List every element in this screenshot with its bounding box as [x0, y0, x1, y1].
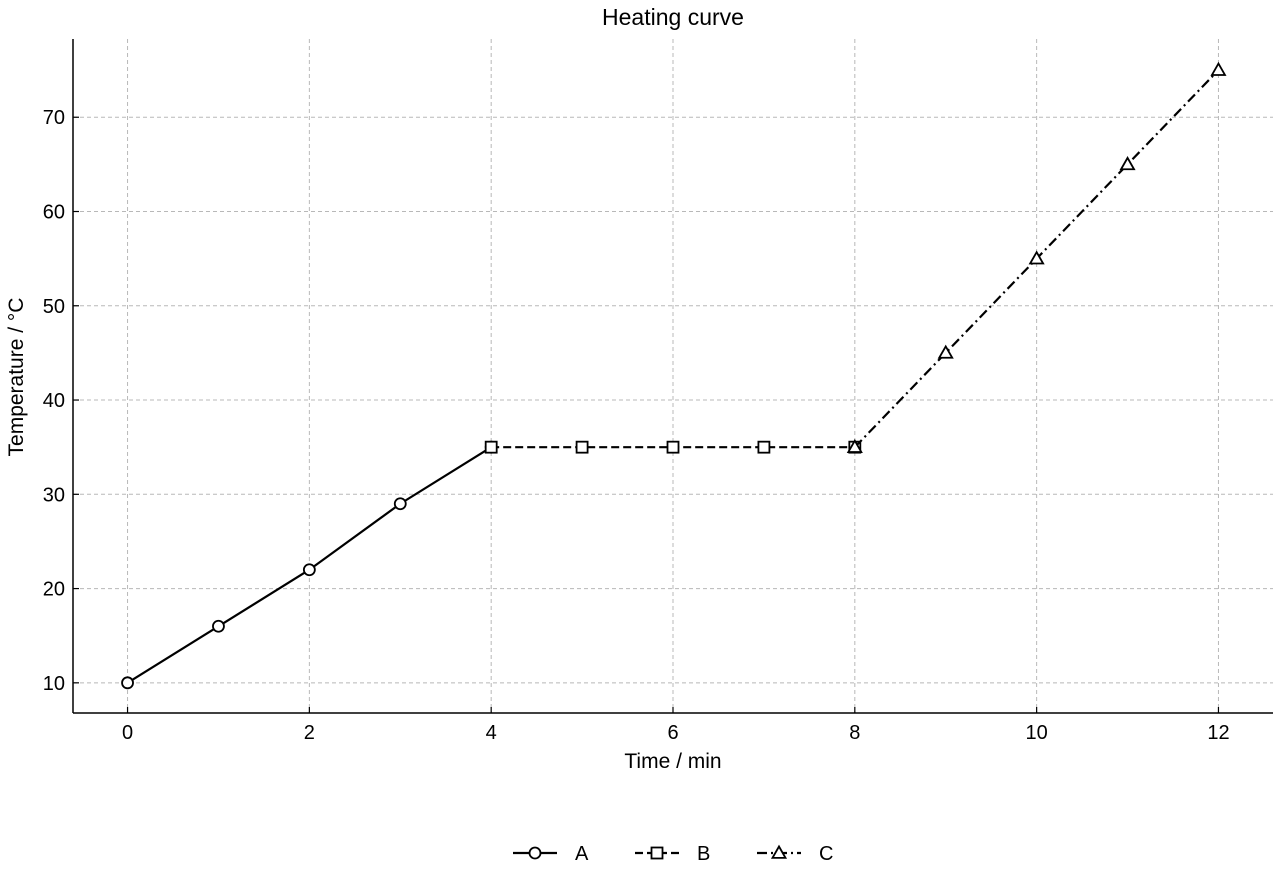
- y-tick-label: 60: [43, 202, 65, 224]
- x-tick-label: 12: [1207, 722, 1229, 744]
- x-tick-label: 0: [122, 722, 133, 744]
- series-b-point: [575, 440, 589, 454]
- y-tick-label: 50: [43, 296, 65, 318]
- legend-c-marker: [770, 844, 788, 859]
- series-b-point: [484, 440, 498, 454]
- legend-b-label: B: [697, 843, 710, 865]
- x-tick-label: 8: [849, 722, 860, 744]
- legend-b-marker: [650, 846, 664, 860]
- legend-a-marker: [528, 846, 542, 860]
- y-tick-label: 40: [43, 390, 65, 412]
- x-axis-title: Time / min: [624, 750, 721, 773]
- series-layer: [121, 61, 1227, 690]
- x-tick-label: 4: [486, 722, 497, 744]
- series-c-point: [1210, 61, 1227, 76]
- series-a-point: [212, 619, 225, 633]
- series-b-point: [757, 440, 771, 454]
- series-a-point: [393, 497, 407, 511]
- y-tick-label: 70: [43, 107, 65, 129]
- chart-title: Heating curve: [602, 4, 744, 30]
- legend-c-label: C: [819, 843, 833, 865]
- series-a-point: [302, 563, 316, 577]
- grid-layer: [73, 39, 1273, 713]
- y-tick-label: 30: [43, 484, 65, 506]
- x-tick-label: 2: [304, 722, 315, 744]
- x-tick-label: 10: [1026, 722, 1048, 744]
- legend-a-label: A: [575, 843, 589, 865]
- series-b-point: [666, 440, 680, 454]
- x-tick-label: 6: [667, 722, 678, 744]
- y-tick-label: 20: [43, 579, 65, 601]
- legend: A B C: [513, 843, 833, 865]
- series-c-point: [846, 438, 863, 453]
- axes-layer: 0 2 4 6 8 10 12 10 20 30 40 50 60 70: [43, 39, 1273, 744]
- series-c-point: [1119, 156, 1136, 171]
- y-axis-title: Temperature / °C: [5, 298, 28, 457]
- series-a-point: [121, 676, 134, 690]
- series-c-point: [937, 344, 954, 359]
- series-c-point: [1028, 250, 1045, 265]
- y-tick-label: 10: [43, 673, 65, 695]
